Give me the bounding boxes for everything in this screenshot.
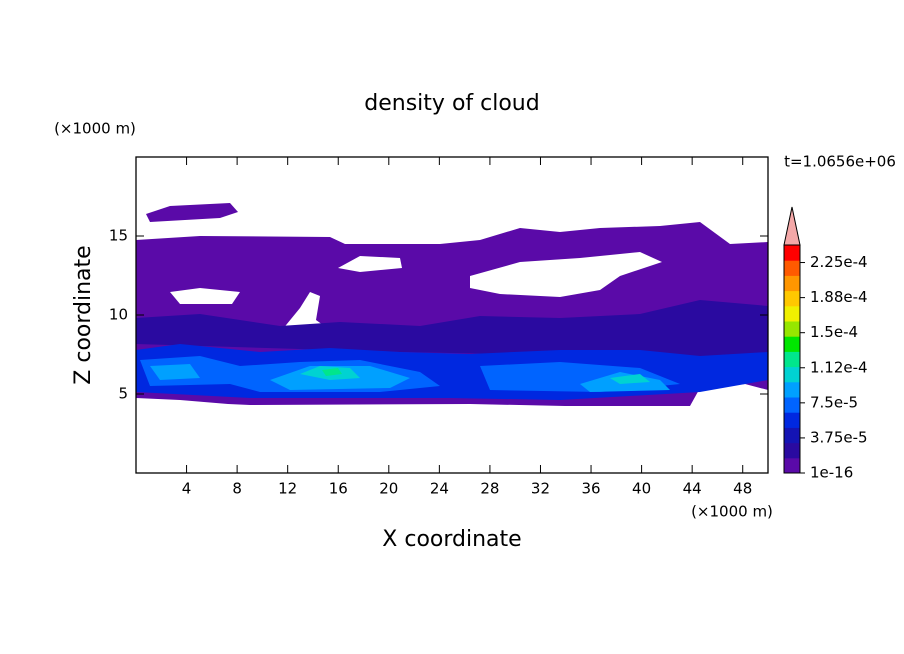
x-tick-label: 40 — [632, 480, 651, 498]
colorbar-label: 7.5e-5 — [810, 393, 858, 411]
y-tick-label: 10 — [109, 306, 128, 324]
x-tick-label: 16 — [329, 480, 348, 498]
x-tick-label: 24 — [430, 480, 449, 498]
y-tick-label: 5 — [118, 385, 128, 403]
y-tick-label: 15 — [109, 227, 128, 245]
colorbar-band — [784, 336, 800, 352]
colorbar-band — [784, 381, 800, 398]
colorbar-band — [784, 397, 800, 413]
contour-field — [136, 203, 768, 406]
x-tick-label: 32 — [531, 480, 550, 498]
colorbar-band — [784, 290, 800, 307]
colorbar-band — [784, 457, 800, 474]
colorbar-band — [784, 366, 800, 383]
x-unit: (×1000 m) — [691, 503, 773, 521]
colorbar-label: 1.5e-4 — [810, 323, 858, 341]
x-tick-label: 4 — [182, 480, 192, 498]
colorbar-band — [784, 245, 800, 261]
colorbar-band — [784, 260, 800, 276]
y-unit: (×1000 m) — [54, 120, 136, 138]
x-tick-label: 44 — [683, 480, 702, 498]
x-tick-label: 36 — [581, 480, 600, 498]
colorbar-band — [784, 275, 800, 292]
colorbar-label: 3.75e-5 — [810, 428, 868, 446]
x-tick-label: 12 — [278, 480, 297, 498]
colorbar-band — [784, 427, 800, 444]
x-axis-label: X coordinate — [382, 527, 521, 552]
colorbar-band — [784, 321, 800, 337]
x-tick-label: 28 — [480, 480, 499, 498]
colorbar-label: 2.25e-4 — [810, 253, 868, 271]
colorbar-band — [784, 351, 800, 368]
x-tick-label: 8 — [232, 480, 242, 498]
x-tick-label: 20 — [379, 480, 398, 498]
colorbar-band — [784, 442, 800, 459]
colorbar-band — [784, 305, 800, 322]
colorbar-extension — [783, 206, 801, 246]
colorbar-label: 1.88e-4 — [810, 288, 868, 306]
annotation: t=1.0656e+06 — [784, 153, 896, 171]
colorbar-label: 1.12e-4 — [810, 358, 868, 376]
colorbar-frame — [783, 244, 801, 474]
x-tick-label: 48 — [733, 480, 752, 498]
colorbar-label: 1e-16 — [810, 464, 853, 482]
y-axis-label: Z coordinate — [71, 245, 96, 384]
chart-title: density of cloud — [364, 91, 539, 116]
colorbar-band — [784, 412, 800, 428]
